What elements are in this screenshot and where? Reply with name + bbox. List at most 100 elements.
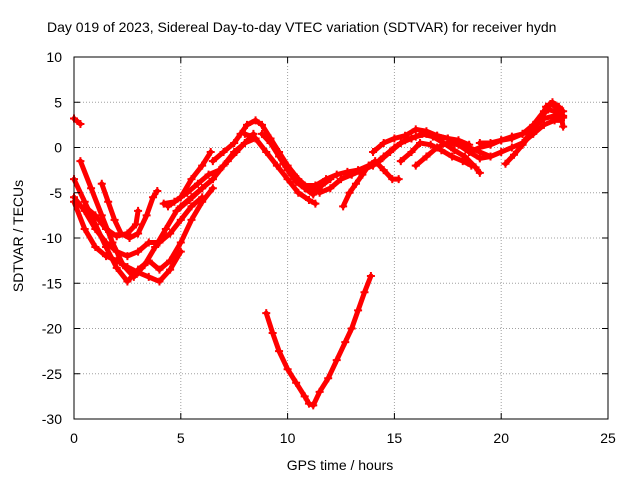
data-point: [230, 148, 239, 157]
data-point: [311, 181, 320, 190]
data-point: [251, 134, 260, 143]
data-point: [161, 224, 170, 233]
data-point: [134, 206, 143, 215]
x-axis-label: GPS time / hours: [286, 457, 394, 473]
data-point: [262, 309, 271, 318]
x-tick-label: 5: [177, 430, 185, 446]
data-point: [433, 143, 442, 152]
data-point: [149, 193, 158, 202]
data-point: [123, 277, 132, 286]
data-point: [433, 131, 442, 140]
data-point: [309, 401, 318, 410]
data-point: [448, 152, 457, 161]
data-point: [360, 288, 369, 297]
data-point: [557, 111, 566, 120]
x-tick-label: 0: [70, 430, 78, 446]
data-point: [304, 399, 313, 408]
data-point: [507, 143, 516, 152]
data-point: [251, 116, 260, 125]
data-point: [332, 170, 341, 179]
data-point: [110, 215, 119, 224]
data-point: [465, 140, 474, 149]
data-point: [144, 272, 153, 281]
data-point: [407, 148, 416, 157]
data-point: [198, 193, 207, 202]
data-point: [193, 179, 202, 188]
series-arc-1: [70, 114, 85, 128]
data-point: [347, 324, 356, 333]
data-point: [475, 154, 484, 163]
data-point: [155, 277, 164, 286]
data-point: [292, 378, 301, 387]
data-point: [266, 138, 275, 147]
data-point: [144, 256, 153, 265]
data-point: [390, 134, 399, 143]
data-point: [125, 234, 134, 242]
y-tick-label: -25: [42, 366, 62, 382]
data-point: [422, 152, 431, 161]
data-point: [153, 186, 162, 195]
data-point: [337, 175, 345, 184]
data-point: [497, 136, 506, 145]
series-arc-24: [518, 105, 568, 147]
data-point: [369, 148, 378, 157]
data-point: [219, 148, 228, 157]
series-arc-5: [70, 197, 185, 286]
data-point: [170, 197, 179, 206]
data-point: [134, 229, 143, 238]
data-point: [486, 152, 495, 161]
data-point: [187, 215, 196, 224]
y-tick-label: -30: [42, 411, 62, 427]
data-point: [394, 175, 403, 184]
data-point: [454, 140, 463, 149]
data-point: [379, 138, 388, 147]
data-point: [123, 252, 132, 261]
data-point: [268, 329, 277, 338]
data-point: [529, 125, 538, 134]
series-line: [242, 131, 318, 207]
data-point: [537, 111, 546, 120]
data-point: [283, 365, 292, 374]
data-point: [416, 138, 425, 147]
data-point: [123, 229, 132, 238]
data-point: [102, 224, 111, 233]
x-tick-label: 25: [600, 430, 616, 446]
data-point: [142, 211, 151, 220]
data-point: [304, 195, 313, 204]
data-point: [144, 238, 153, 247]
data-point: [76, 119, 85, 128]
data-point: [309, 190, 318, 199]
data-point: [475, 168, 484, 177]
data-point: [80, 202, 89, 211]
grid-lines: [74, 57, 608, 419]
y-tick-label: -20: [42, 321, 62, 337]
y-tick-label: 10: [46, 49, 62, 65]
data-point: [460, 152, 469, 161]
data-point: [343, 167, 352, 176]
data-point: [155, 238, 164, 247]
data-point: [396, 157, 405, 166]
data-point: [458, 157, 467, 166]
data-point: [465, 148, 474, 157]
data-point: [422, 127, 431, 136]
data-point: [134, 268, 143, 277]
data-point: [275, 152, 284, 161]
data-point: [102, 238, 111, 247]
data-point: [548, 98, 557, 107]
data-point: [507, 132, 516, 141]
data-point: [326, 184, 335, 193]
data-point: [379, 166, 388, 175]
y-tick-label: -10: [42, 230, 62, 246]
data-point: [166, 229, 175, 238]
data-point: [176, 215, 185, 224]
data-point: [518, 129, 527, 138]
data-point: [131, 220, 140, 229]
data-point: [198, 184, 207, 193]
data-point: [112, 232, 121, 241]
x-tick-label: 20: [493, 430, 509, 446]
y-tick-label: -5: [50, 185, 63, 201]
series-arc-10: [176, 134, 260, 211]
data-point: [176, 202, 185, 211]
data-point: [204, 170, 213, 179]
y-tick-label: 5: [54, 94, 62, 110]
